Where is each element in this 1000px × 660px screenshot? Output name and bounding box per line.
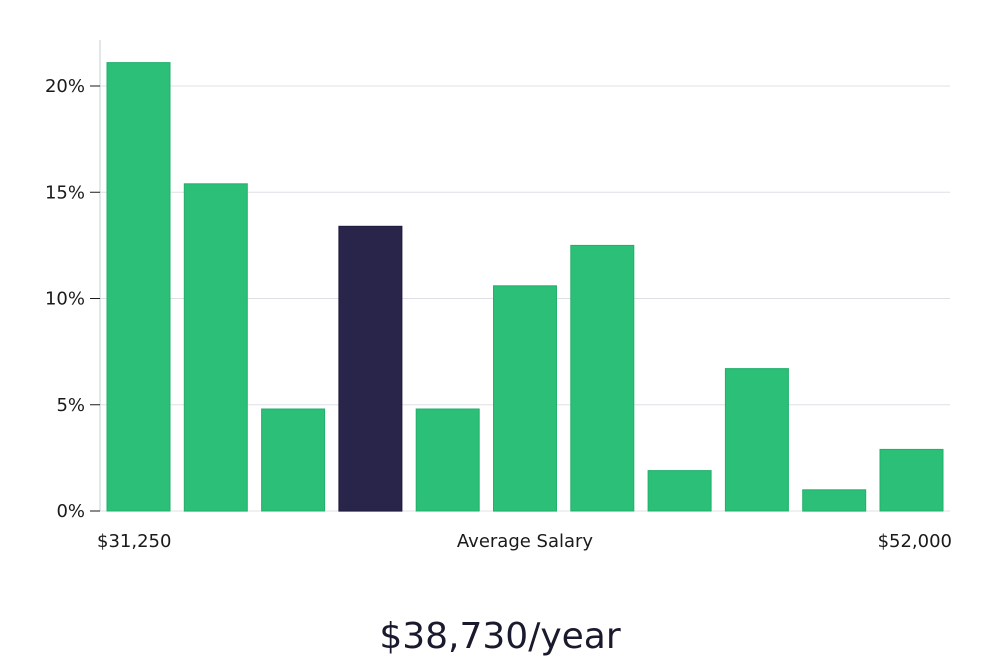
salary-bar [879,448,944,512]
salary-bar [570,244,635,512]
y-tick-label: 20% [45,76,85,97]
salary-bar [493,285,557,512]
salary-bar [261,408,326,512]
highlighted-salary-bar [338,225,403,512]
x-min-label: $31,250 [97,531,171,552]
salary-bar [106,62,171,512]
salary-bar [183,183,248,512]
y-tick-label: 15% [45,182,85,203]
salary-bar [724,368,789,512]
y-tick-label: 0% [56,501,85,522]
y-axis-ticks: 0% 5% 10% 15% 20% [45,76,100,522]
x-max-label: $52,000 [878,531,952,552]
average-salary-value: $38,730/year [379,616,621,657]
salary-bar [802,489,867,512]
bars [106,62,944,512]
y-tick-label: 10% [45,289,85,310]
x-axis-label: Average Salary [457,531,594,552]
y-tick-label: 5% [56,395,85,416]
salary-bar [647,470,712,512]
salary-bar [415,408,480,512]
